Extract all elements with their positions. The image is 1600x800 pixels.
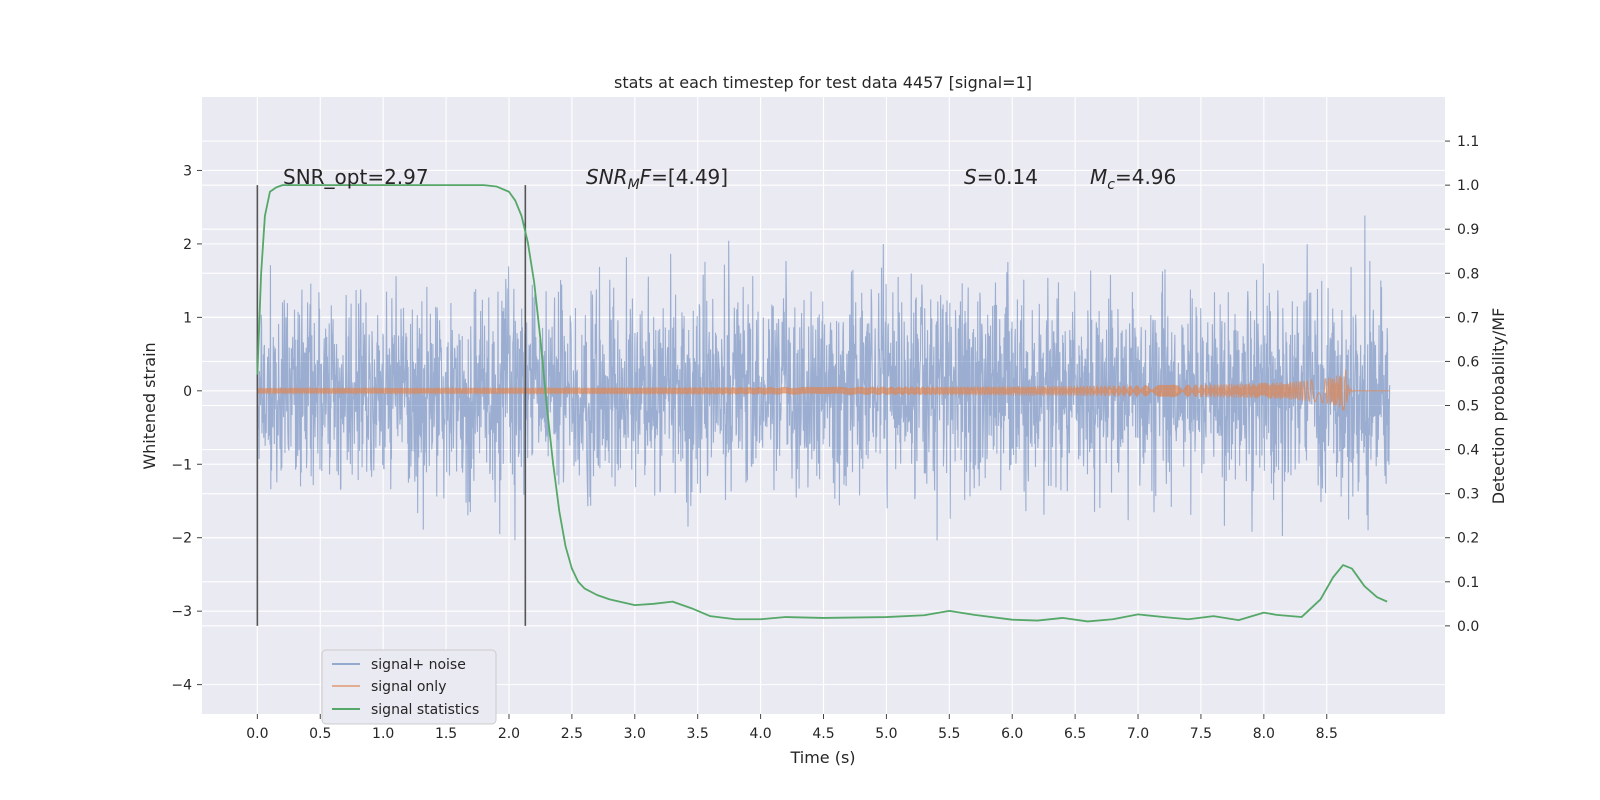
y2-tick-label: 0.1 — [1457, 575, 1479, 591]
y-tick-label: 3 — [183, 163, 192, 179]
legend-box — [321, 649, 497, 725]
x-tick-label: 8.5 — [1316, 726, 1338, 742]
s-symbol: S — [964, 165, 977, 189]
x-tick-label: 4.5 — [812, 726, 834, 742]
y2-tick-label: 0.7 — [1457, 310, 1479, 326]
annotation-s: S=0.14 — [964, 165, 1038, 189]
snr-mf-value: =[4.49] — [651, 165, 728, 189]
x-tick-label: 1.5 — [435, 726, 457, 742]
series-signal-only — [256, 369, 1390, 412]
chart-title: stats at each timestep for test data 445… — [614, 73, 1032, 92]
x-tick-label: 7.5 — [1190, 726, 1212, 742]
snr-mf-rest: F — [640, 165, 652, 189]
y-axis-ticks: 3 2 1 0 −1 −2 −3 −4 — [171, 163, 202, 694]
signal-statistics-line — [256, 184, 1388, 623]
annotation-snr-mf: SNRMF=[4.49] — [586, 165, 728, 193]
signal-only-trace — [256, 369, 1390, 412]
y-tick-label: −1 — [171, 457, 192, 473]
y-tick-label: −2 — [171, 531, 192, 547]
y2-tick-label: 0.2 — [1457, 531, 1479, 547]
y-tick-label: 1 — [183, 310, 192, 326]
y2-tick-label: 0.4 — [1457, 443, 1479, 459]
legend: signal+ noise signal only signal statist… — [321, 649, 497, 725]
series-signal-noise — [256, 215, 1391, 541]
vertical-markers — [256, 185, 527, 626]
y2-axis-ticks: 1.1 1.0 0.9 0.8 0.7 0.6 0.5 0.4 0.3 0.2 0.1 0.0 — [1445, 134, 1479, 635]
snr-mf-base: SNR — [586, 165, 628, 189]
legend-label-signal-statistics: signal statistics — [371, 702, 479, 718]
x-tick-label: 6.5 — [1064, 726, 1086, 742]
y2-tick-label: 0.9 — [1457, 222, 1479, 238]
x-tick-label: 8.0 — [1253, 726, 1275, 742]
s-value: =0.14 — [977, 165, 1038, 189]
x-tick-label: 0.0 — [246, 726, 268, 742]
y2-tick-label: 1.1 — [1457, 134, 1479, 150]
x-tick-label: 1.0 — [372, 726, 394, 742]
x-tick-label: 7.0 — [1127, 726, 1149, 742]
y-tick-label: 0 — [183, 384, 192, 400]
mc-value: =4.96 — [1115, 165, 1176, 189]
x-tick-label: 5.5 — [938, 726, 960, 742]
snr-mf-sub: M — [628, 177, 640, 193]
legend-label-signal-noise: signal+ noise — [371, 657, 466, 673]
x-tick-label: 2.5 — [561, 726, 583, 742]
y2-tick-label: 0.5 — [1457, 399, 1479, 415]
annotation-snr-opt: SNR_opt=2.97 — [283, 165, 429, 189]
y-tick-label: −3 — [171, 604, 192, 620]
x-tick-label: 2.0 — [498, 726, 520, 742]
x-tick-label: 3.0 — [624, 726, 646, 742]
x-tick-label: 3.5 — [687, 726, 709, 742]
y2-tick-label: 1.0 — [1457, 178, 1479, 194]
series-signal-statistics — [256, 184, 1388, 623]
x-tick-label: 4.0 — [749, 726, 771, 742]
x-tick-label: 0.5 — [309, 726, 331, 742]
x-tick-label: 5.0 — [875, 726, 897, 742]
y2-tick-label: 0.6 — [1457, 354, 1479, 370]
x-tick-label: 6.0 — [1001, 726, 1023, 742]
y2-tick-label: 0.3 — [1457, 487, 1479, 503]
annotation-mc: Mc=4.96 — [1090, 165, 1176, 193]
legend-label-signal-only: signal only — [371, 679, 446, 695]
y2-axis-label: Detection probability/MF — [1489, 308, 1508, 505]
x-axis-label: Time (s) — [789, 748, 855, 767]
mc-sub: c — [1107, 177, 1115, 193]
y-axis-label: Whitened strain — [140, 342, 159, 469]
y-tick-label: −4 — [171, 678, 192, 694]
x-axis-ticks: 0.0 0.5 1.0 1.5 2.0 2.5 3.0 3.5 4.0 4.5 5.0 5.5 6.0 6… — [246, 714, 1338, 742]
y2-tick-label: 0.0 — [1457, 619, 1479, 635]
mc-symbol: M — [1090, 165, 1107, 189]
signal-noise-trace — [256, 215, 1391, 541]
y-tick-label: 2 — [183, 237, 192, 253]
y2-tick-label: 0.8 — [1457, 266, 1479, 282]
